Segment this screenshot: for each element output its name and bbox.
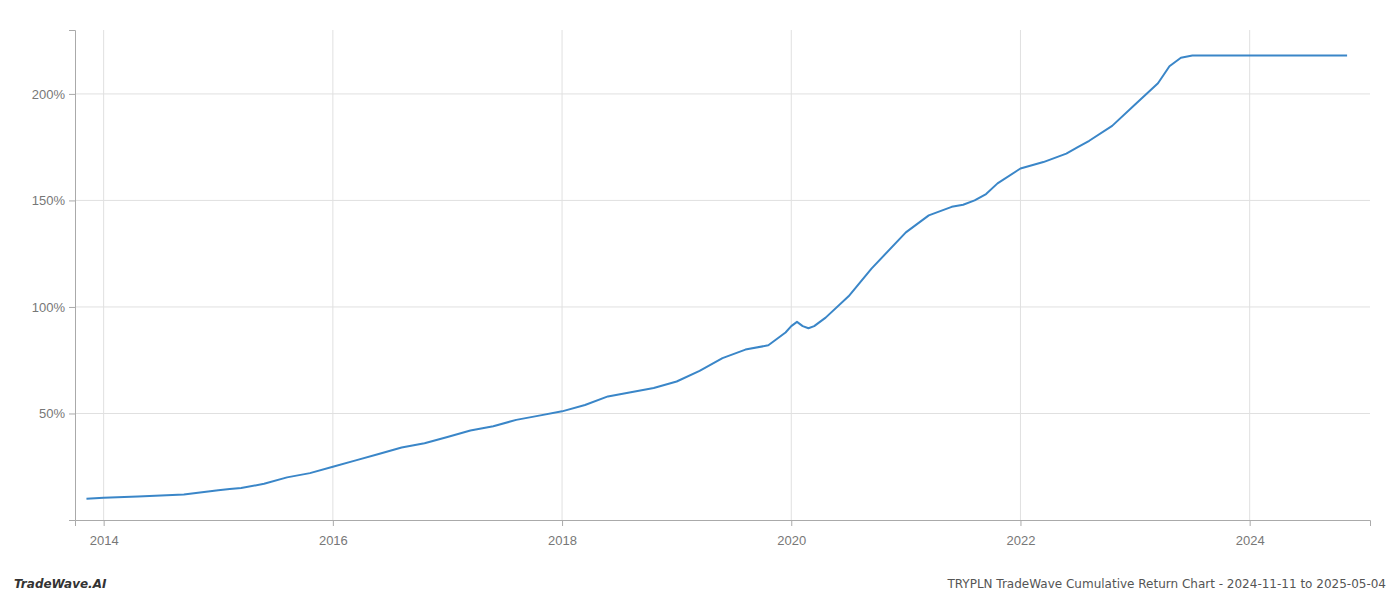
y-tick: 100%: [32, 300, 75, 315]
grid-line-x: [332, 30, 333, 520]
x-axis-line: [76, 521, 1371, 527]
grid-line-x: [562, 30, 563, 520]
grid-line-y: [75, 306, 1370, 307]
grid-line-y: [75, 93, 1370, 94]
plot: 2014 2016 2018 2020 2022 2024 50% 100% 150% 200%: [32, 30, 1371, 548]
grid: [75, 30, 1370, 520]
footer-left: TradeWave.AI: [14, 577, 107, 591]
x-tick-label: 2016: [319, 533, 348, 548]
x-tick: 2020: [777, 520, 806, 548]
x-tick-mark: [333, 520, 334, 526]
x-tick: 2014: [90, 520, 119, 548]
grid-line-x: [791, 30, 792, 520]
x-tick-label: 2020: [777, 533, 806, 548]
x-tick: 2024: [1236, 520, 1265, 548]
y-tick-label: 100%: [32, 300, 66, 315]
grid-line-y: [75, 413, 1370, 414]
grid-line-y: [75, 200, 1370, 201]
x-tick-label: 2022: [1007, 533, 1036, 548]
grid-line-x: [103, 30, 104, 520]
x-tick: 2018: [548, 520, 577, 548]
y-axis: 50% 100% 150% 200%: [32, 31, 76, 521]
y-tick-label: 200%: [32, 87, 66, 102]
x-axis: 2014 2016 2018 2020 2022 2024: [76, 520, 1371, 548]
y-tick: 50%: [39, 406, 75, 421]
y-tick: 200%: [32, 87, 75, 102]
y-tick-mark: [69, 200, 75, 201]
y-tick-label: 50%: [39, 406, 65, 421]
x-tick-mark: [1020, 520, 1021, 526]
footer-right: TRYPLN TradeWave Cumulative Return Chart…: [946, 577, 1386, 591]
x-tick-mark: [1250, 520, 1251, 526]
x-tick: 2016: [319, 520, 348, 548]
marks: [86, 56, 1347, 499]
chart: 2014 2016 2018 2020 2022 2024 50% 100% 150% 200% T…: [0, 0, 1400, 600]
x-tick-label: 2018: [548, 533, 577, 548]
y-tick-mark: [69, 413, 75, 414]
x-tick: 2022: [1007, 520, 1036, 548]
x-tick-label: 2024: [1236, 533, 1265, 548]
y-tick-mark: [69, 307, 75, 308]
y-tick: 150%: [32, 193, 75, 208]
x-tick-label: 2014: [90, 533, 119, 548]
grid-line-x: [1249, 30, 1250, 520]
x-tick-mark: [562, 520, 563, 526]
y-axis-line: [69, 31, 76, 521]
x-tick-mark: [104, 520, 105, 526]
x-tick-mark: [791, 520, 792, 526]
y-tick-label: 150%: [32, 193, 66, 208]
line: [86, 56, 1347, 499]
grid-line-x: [1020, 30, 1021, 520]
y-tick-mark: [69, 94, 75, 95]
